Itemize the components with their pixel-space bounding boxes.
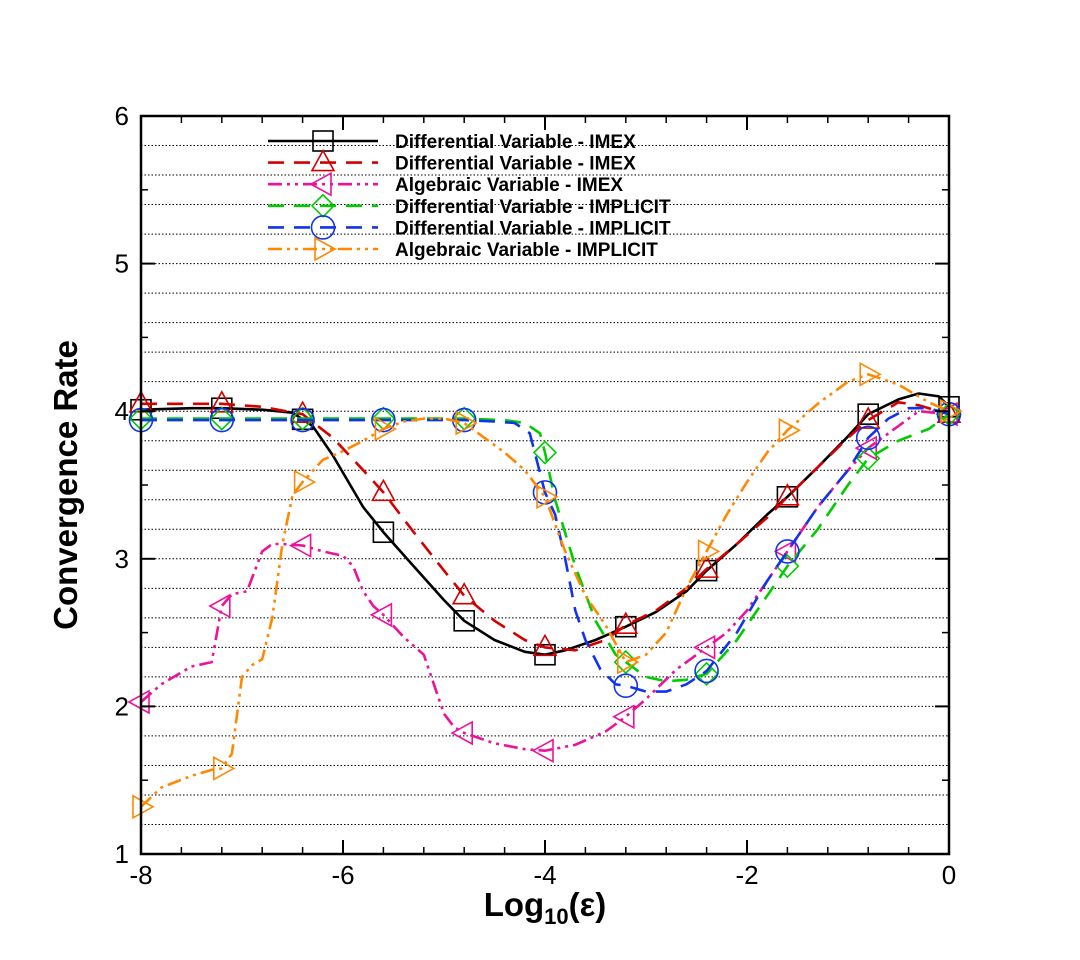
triangle-up-marker (532, 633, 558, 657)
diamond-marker (694, 661, 719, 687)
triangle-right-marker (374, 416, 398, 442)
triangle-right-marker (616, 649, 640, 675)
triangle-left-marker (369, 602, 393, 628)
triangle-up-marker (209, 390, 235, 413)
y-tick-label: 5 (115, 249, 129, 279)
legend-label: Differential Variable - IMPLICIT (395, 218, 671, 239)
triangle-up-marker (775, 483, 800, 506)
series-line (140, 372, 950, 808)
x-tick-label: -6 (331, 860, 354, 890)
circle-marker (613, 673, 639, 699)
grid-lines (141, 145, 949, 825)
triangle-right-marker (778, 418, 802, 443)
legend-label: Differential Variable - IMPLICIT (395, 197, 671, 218)
x-axis-title: Log10(ε) (484, 886, 607, 929)
x-axis-title-subscript: 10 (544, 904, 568, 929)
series-line (141, 400, 950, 652)
triangle-right-marker (314, 236, 337, 262)
legend-label: Algebraic Variable - IMEX (395, 175, 623, 196)
x-tick-label: -2 (735, 860, 758, 890)
triangle-right-marker (213, 756, 236, 781)
triangle-right-marker (293, 469, 317, 495)
series-line (141, 413, 950, 683)
x-tick-label: 0 (942, 860, 956, 890)
axis-ticks (140, 115, 950, 855)
circle-marker (209, 407, 235, 433)
triangle-up-marker (310, 148, 336, 172)
triangle-right-marker (536, 484, 559, 510)
y-axis-title: Convergence Rate (47, 340, 84, 630)
triangle-left-marker (127, 689, 150, 715)
triangle-right-marker (132, 794, 155, 820)
triangle-left-marker (531, 738, 554, 764)
x-axis-title-main: Log (484, 886, 544, 923)
diamond-marker (290, 406, 315, 431)
legend-label: Algebraic Variable - IMPLICIT (395, 240, 658, 261)
triangle-up-marker (694, 555, 719, 578)
y-tick-label: 4 (115, 396, 129, 426)
triangle-up-marker (613, 611, 639, 635)
triangle-left-marker (288, 533, 312, 558)
legend-entry: Differential Variable - IMEX (268, 148, 636, 175)
triangle-right-marker (859, 361, 882, 387)
triangle-up-marker (855, 406, 881, 429)
diamond-marker (856, 446, 881, 471)
y-tick-label: 3 (115, 544, 129, 574)
triangle-right-marker (697, 539, 721, 564)
series-line (140, 409, 950, 753)
square-marker (453, 609, 476, 632)
diamond-marker (532, 440, 558, 465)
legend-entry: Algebraic Variable - IMPLICIT (268, 236, 658, 262)
triangle-left-marker (309, 171, 332, 197)
square-marker (372, 521, 395, 544)
legend-label: Differential Variable - IMEX (395, 154, 636, 175)
circle-marker (310, 215, 336, 240)
triangle-left-marker (612, 704, 635, 730)
x-tick-label: -4 (533, 860, 556, 890)
y-tick-label: 6 (115, 101, 129, 131)
circle-marker (694, 658, 719, 684)
diamond-marker (209, 406, 234, 431)
triangle-left-marker (450, 720, 474, 746)
circle-marker (855, 425, 881, 451)
series-layer (127, 361, 963, 820)
circle-marker (290, 407, 315, 433)
triangle-left-marker (692, 635, 716, 660)
triangle-up-marker (371, 478, 396, 502)
legend: Differential Variable - IMEXDifferential… (268, 130, 671, 262)
triangle-left-marker (854, 435, 878, 461)
circle-marker (371, 407, 396, 433)
tick-labels: 1 2 3 4 5 6 -8 -6 -4 -2 0 (115, 101, 957, 890)
legend-entry: Algebraic Variable - IMEX (268, 171, 623, 197)
series-line (141, 406, 950, 693)
triangle-up-marker (451, 582, 477, 605)
legend-entry: Differential Variable - IMPLICIT (268, 193, 671, 218)
square-marker (695, 559, 718, 582)
y-tick-label: 2 (115, 691, 129, 721)
legend-entry: Differential Variable - IMPLICIT (268, 215, 671, 240)
triangle-left-marker (208, 593, 231, 619)
y-tick-label: 1 (115, 839, 129, 869)
square-marker (776, 486, 799, 508)
diamond-marker (310, 193, 336, 218)
triangle-right-marker (455, 410, 478, 436)
square-marker (614, 615, 637, 638)
circle-marker (775, 539, 800, 564)
legend-label: Differential Variable - IMEX (395, 132, 636, 153)
x-axis-title-tail: (ε) (569, 886, 607, 923)
x-tick-label: -8 (129, 860, 152, 890)
